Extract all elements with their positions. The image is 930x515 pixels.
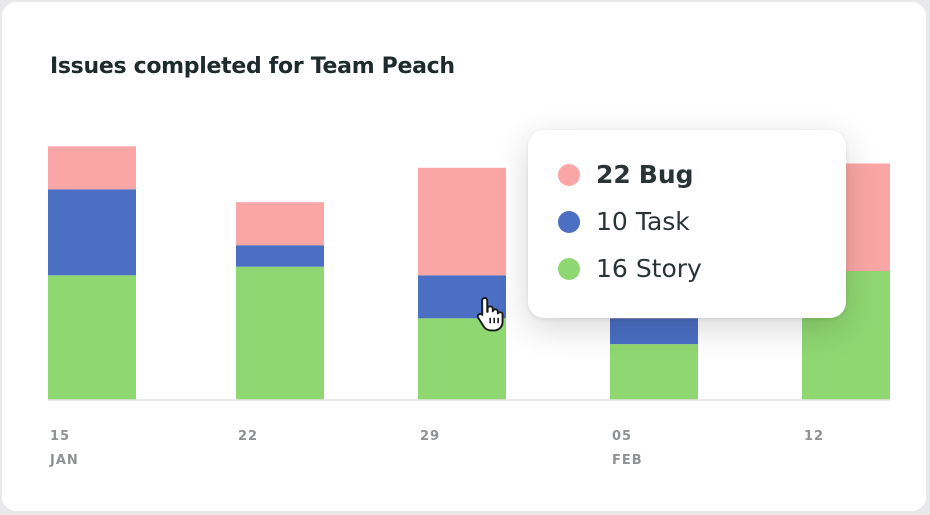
- x-tick-month-label: JAN: [49, 453, 79, 468]
- bar-story-1[interactable]: [236, 266, 324, 400]
- bar-bug-2[interactable]: [418, 167, 506, 276]
- tooltip-label: Story: [635, 254, 702, 283]
- legend-dot-icon: [558, 257, 580, 280]
- bar-task-3[interactable]: [610, 318, 698, 345]
- x-tick-label: 05: [612, 429, 632, 444]
- bar-story-0[interactable]: [48, 275, 136, 400]
- bar-bug-1[interactable]: [236, 202, 324, 246]
- x-tick-month-label: FEB: [612, 453, 643, 468]
- bar-bug-0[interactable]: [48, 146, 136, 190]
- x-tick-label: 22: [238, 429, 258, 444]
- bar-task-0[interactable]: [48, 189, 136, 276]
- bar-story-2[interactable]: [418, 318, 506, 400]
- tooltip-row-story: 16 Story: [558, 254, 702, 283]
- legend-dot-icon: [558, 210, 580, 233]
- tooltip-row-task: 10 Task: [558, 207, 690, 236]
- x-tick-label: 29: [420, 429, 440, 444]
- x-axis-ticks: 15 JAN 22 29 05 FEB 12: [49, 429, 824, 468]
- tooltip-value: 22: [596, 160, 631, 189]
- hand-pointer-icon: [476, 297, 504, 332]
- chart-title: Issues completed for Team Peach: [50, 54, 455, 79]
- hover-tooltip: 22 Bug 10 Task 16 Story: [528, 130, 846, 318]
- tooltip-value: 10: [596, 207, 628, 236]
- tooltip-row-bug: 22 Bug: [558, 160, 694, 189]
- tooltip-label: Task: [635, 207, 690, 236]
- x-tick-label: 15: [50, 429, 70, 444]
- bar-task-1[interactable]: [236, 245, 324, 267]
- legend-dot-icon: [558, 163, 580, 186]
- bar-story-3[interactable]: [610, 344, 698, 400]
- tooltip-value: 16: [596, 254, 628, 283]
- tooltip-label: Bug: [638, 160, 694, 189]
- x-tick-label: 12: [804, 429, 824, 444]
